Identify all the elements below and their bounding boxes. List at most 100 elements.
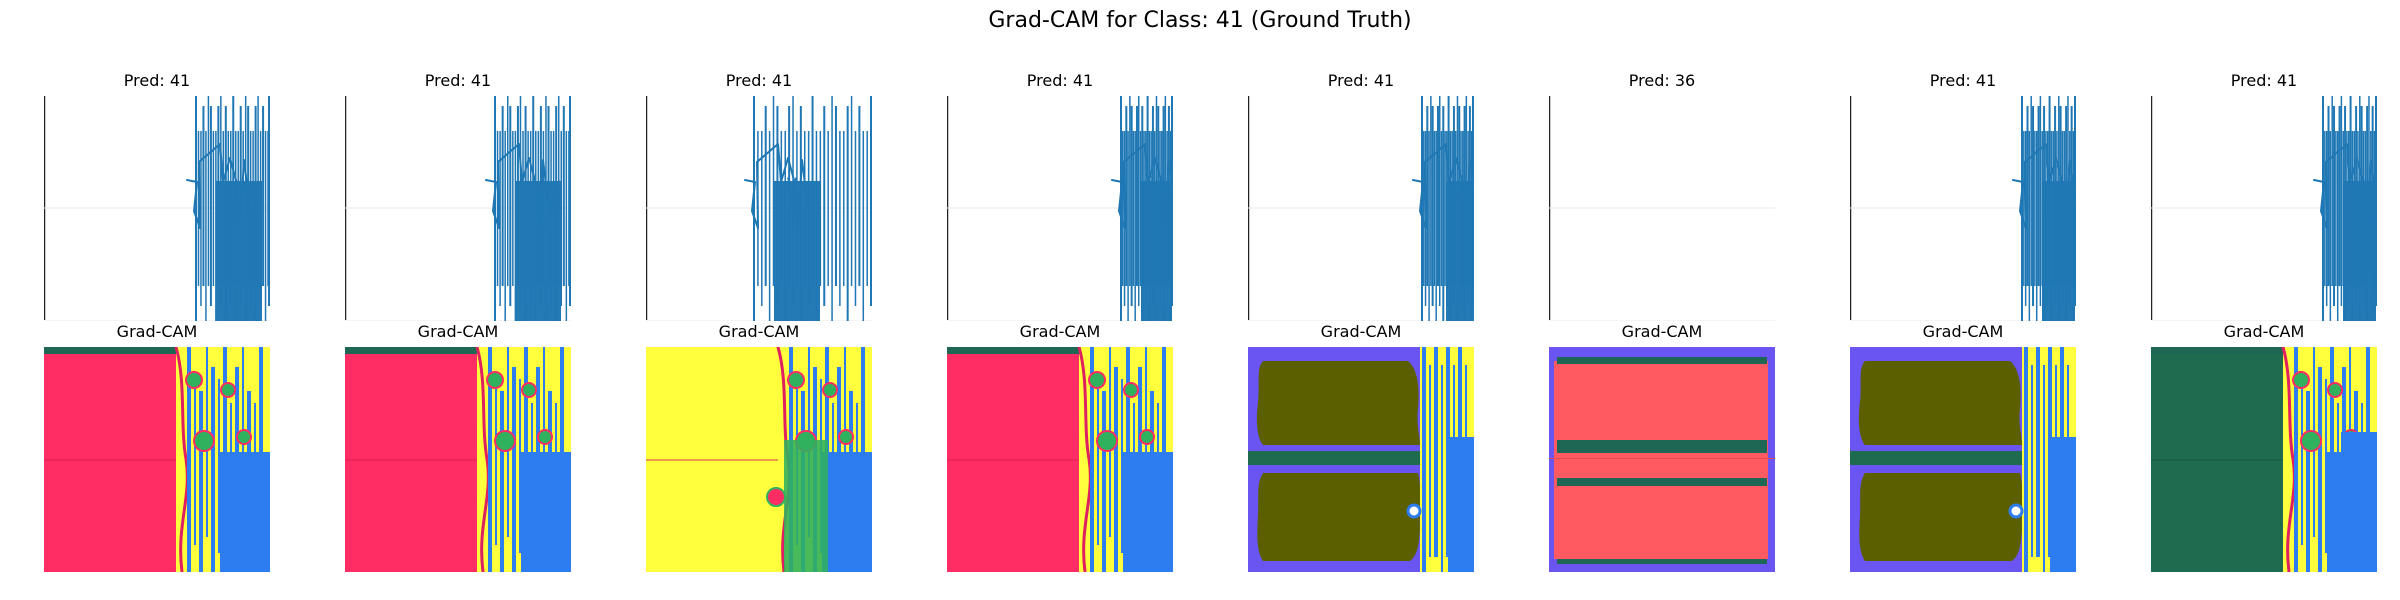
gradcam-hot-spot — [2008, 503, 2024, 519]
gradcam-hot-spot — [838, 429, 854, 445]
gradcam-heatmap-3 — [646, 347, 872, 572]
gradcam-left-field — [947, 347, 1082, 572]
gradcam-coral-field — [1554, 361, 1768, 559]
signal-plot-5 — [1248, 96, 1474, 321]
gradcam-edge-contour — [174, 347, 189, 572]
gradcam-heatmap-8 — [2151, 347, 2377, 572]
signal-plot-7 — [1850, 96, 2076, 321]
gradcam-olive-field-top — [1256, 361, 1420, 445]
prediction-title-7: Pred: 41 — [1929, 71, 1997, 90]
gradcam-horizontal-band — [1850, 451, 2022, 465]
figure-title: Grad-CAM for Class: 41 (Ground Truth) — [988, 8, 1412, 33]
gradcam-top-band — [44, 347, 270, 354]
signal-waveform — [744, 143, 809, 229]
signal-waveform — [2012, 143, 2076, 229]
gradcam-svg-1 — [44, 347, 270, 572]
gradcam-title-2: Grad-CAM — [417, 322, 499, 341]
signal-svg-8 — [2151, 96, 2377, 321]
gradcam-heatmap-7 — [1850, 347, 2076, 572]
gradcam-left-field — [345, 347, 480, 572]
signal-plot-8 — [2151, 96, 2377, 321]
gradcam-hot-spot — [521, 382, 537, 398]
gradcam-heatmap-2 — [345, 347, 571, 572]
gradcam-blue-block — [822, 452, 872, 572]
gradcam-center-line — [345, 459, 571, 461]
gradcam-green-column — [784, 440, 828, 572]
gradcam-olive-field-bottom — [1859, 473, 2023, 561]
gradcam-hot-spot — [1139, 429, 1155, 445]
gradcam-heatmap-5 — [1248, 347, 1474, 572]
gradcam-hot-spot — [2292, 371, 2310, 389]
gradcam-center-line — [947, 459, 1173, 461]
gradcam-upper-dark-band — [1557, 440, 1767, 453]
gradcam-title-4: Grad-CAM — [1019, 322, 1101, 341]
gradcam-center-line — [44, 459, 270, 461]
gradcam-horizontal-band — [1248, 451, 1420, 465]
gradcam-top-band — [2151, 347, 2377, 354]
prediction-title-2: Pred: 41 — [424, 71, 492, 90]
gradcam-title-7: Grad-CAM — [1922, 322, 2004, 341]
gradcam-title-8: Grad-CAM — [2223, 322, 2305, 341]
prediction-title-8: Pred: 41 — [2230, 71, 2298, 90]
gradcam-svg-4 — [947, 347, 1173, 572]
gradcam-top-band — [646, 347, 872, 354]
gradcam-hot-spot — [236, 429, 252, 445]
signal-svg-2 — [345, 96, 571, 321]
gradcam-title-6: Grad-CAM — [1621, 322, 1703, 341]
signal-svg-6 — [1549, 96, 1775, 321]
gradcam-lower-dark-band — [1557, 478, 1767, 486]
prediction-title-1: Pred: 41 — [123, 71, 191, 90]
gradcam-heatmap-4 — [947, 347, 1173, 572]
gradcam-svg-8 — [2151, 347, 2377, 572]
signal-plot-2 — [345, 96, 571, 321]
gradcam-hot-spot — [2300, 430, 2322, 452]
prediction-title-6: Pred: 36 — [1628, 71, 1696, 90]
gradcam-title-5: Grad-CAM — [1320, 322, 1402, 341]
signal-waveform — [186, 143, 251, 229]
gradcam-hot-spot — [537, 429, 553, 445]
prediction-title-5: Pred: 41 — [1327, 71, 1395, 90]
gradcam-svg-5 — [1248, 347, 1474, 572]
gradcam-hot-spot — [185, 371, 203, 389]
gradcam-svg-3 — [646, 347, 872, 572]
signal-plot-6 — [1549, 96, 1775, 321]
signal-waveform — [2313, 143, 2377, 229]
gradcam-hot-spot — [822, 382, 838, 398]
gradcam-bottom-dark-band — [1557, 559, 1767, 564]
gradcam-blue-block — [220, 452, 270, 572]
signal-waveform — [1111, 143, 1173, 229]
gradcam-top-dark-band — [1557, 357, 1767, 364]
signal-svg-5 — [1248, 96, 1474, 321]
gradcam-edge-contour — [475, 347, 490, 572]
panel-column-1: Pred: 41 Grad-CAM — [44, 0, 270, 600]
gradcam-center-line — [1549, 458, 1775, 459]
signal-plot-3 — [646, 96, 872, 321]
gradcam-blue-block — [1448, 437, 1474, 572]
gradcam-right-blue-panel — [2341, 432, 2377, 572]
gradcam-title-1: Grad-CAM — [116, 322, 198, 341]
gradcam-blue-block — [521, 452, 571, 572]
gradcam-title-3: Grad-CAM — [718, 322, 800, 341]
signal-edge-trace — [2362, 177, 2377, 321]
signal-svg-3 — [646, 96, 872, 321]
gradcam-svg-7 — [1850, 347, 2076, 572]
gradcam-center-line — [2151, 459, 2377, 461]
gradcam-blue-block — [1123, 452, 1173, 572]
panel-column-2: Pred: 41 Grad-CAM — [345, 0, 571, 600]
gradcam-hot-spot — [486, 371, 504, 389]
gradcam-olive-field-bottom — [1257, 473, 1421, 561]
gradcam-hot-spot — [1406, 503, 1422, 519]
gradcam-center-line — [646, 459, 872, 461]
gradcam-edge-contour — [2281, 347, 2296, 572]
gradcam-hot-spot — [1096, 430, 1118, 452]
gradcam-hot-spot — [220, 382, 236, 398]
signal-cross-trace — [787, 177, 797, 223]
signal-plot-4 — [947, 96, 1173, 321]
panel-column-5: Pred: 41 Grad-CAM — [1248, 0, 1474, 600]
gradcam-left-field — [2151, 347, 2286, 572]
signal-svg-1 — [44, 96, 270, 321]
gradcam-blue-block — [2050, 437, 2076, 572]
gradcam-hot-spot — [494, 430, 516, 452]
gradcam-top-band — [345, 347, 571, 354]
panel-column-3: Pred: 41 Grad-CAM — [646, 0, 872, 600]
